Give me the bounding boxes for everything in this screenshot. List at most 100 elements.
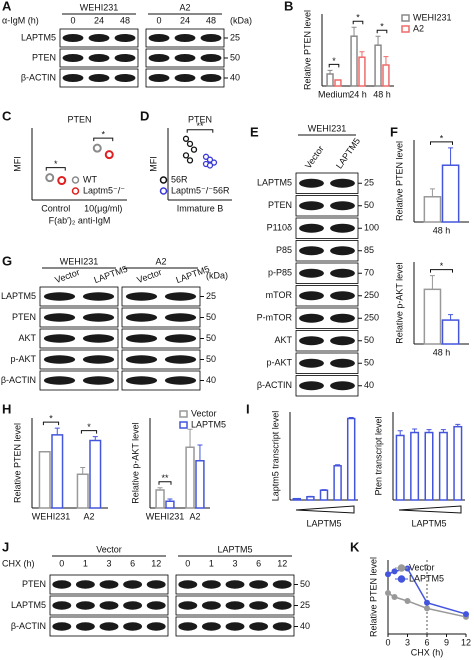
bar (382, 64, 390, 87)
band (43, 376, 76, 385)
panel-letter: H (2, 401, 11, 416)
band (225, 622, 245, 631)
bar (51, 434, 64, 509)
point (206, 162, 214, 169)
band (82, 355, 115, 364)
dose-wedge (398, 505, 462, 514)
lane-label: 0 (59, 558, 64, 568)
band (164, 313, 197, 322)
significance-bracket (158, 481, 172, 485)
protein-label: P85 (276, 245, 292, 255)
band (164, 355, 197, 364)
band (125, 313, 158, 322)
significance-label: * (440, 261, 444, 271)
error-bar (80, 467, 86, 475)
band (114, 54, 136, 62)
lane-label: 1 (209, 558, 214, 568)
lane-label: 1 (83, 558, 88, 568)
significance-bracket (328, 63, 340, 68)
error-bar (455, 423, 461, 427)
kda-label: 40 (364, 380, 374, 390)
band (201, 622, 221, 631)
x-axis-label: F(ab′)₂ anti-IgM (49, 215, 111, 225)
band (123, 622, 143, 631)
protein-label: PTEN (32, 52, 56, 62)
band (148, 54, 170, 62)
band (249, 622, 269, 631)
error-bar (375, 35, 381, 46)
band (174, 34, 196, 42)
bar (76, 473, 89, 509)
bar (319, 489, 329, 501)
x-tick-label: 12 (461, 637, 471, 647)
bar (334, 79, 342, 87)
legend-swatch (159, 187, 168, 195)
point (202, 153, 210, 160)
lane-label: 3 (106, 558, 111, 568)
band (299, 268, 324, 278)
protein-label: β-ACTIN (1, 375, 36, 385)
band (330, 336, 355, 346)
panel-letter: A (2, 0, 12, 13)
blot-frame (39, 307, 119, 328)
bar (374, 44, 382, 87)
error-bar (167, 498, 173, 502)
x-tick-label: Control (41, 203, 70, 213)
bar (195, 460, 205, 509)
significance-label: ** (161, 473, 169, 483)
significance-label: * (380, 22, 384, 32)
point (404, 565, 411, 572)
point (424, 605, 430, 612)
band (330, 178, 355, 188)
y-axis-label: Relative p-AKT level (130, 422, 140, 503)
error-bar (412, 428, 418, 433)
x-tick-label: 10(μg/ml) (84, 203, 122, 213)
x-tick-label: 6 (424, 637, 429, 647)
bar (410, 431, 420, 501)
group-label: LAPTM5 (217, 544, 252, 554)
band (330, 381, 355, 391)
kda-label: 25 (300, 600, 310, 610)
significance-label: * (440, 133, 444, 143)
band (123, 601, 143, 610)
bar (350, 35, 358, 87)
error-bar (157, 487, 163, 490)
blot-frame (39, 286, 119, 307)
band (225, 580, 245, 589)
kda-label: 85 (364, 245, 374, 255)
error-bar (429, 275, 435, 290)
band (178, 601, 198, 610)
bar (441, 164, 460, 223)
legend-label: LAPTM5 (191, 419, 226, 429)
group-label: Vector (96, 544, 122, 554)
bar (358, 56, 366, 87)
error-bar (359, 51, 365, 58)
error-bar (327, 69, 333, 74)
lane-label: Vector (303, 144, 326, 171)
kda-label: 50 (230, 52, 240, 62)
error-bar (448, 147, 454, 166)
band (43, 292, 76, 301)
point (463, 611, 469, 618)
legend-swatch (179, 410, 188, 418)
kda-label: 50 (206, 354, 216, 364)
y-axis-label: MFI (148, 156, 158, 172)
lane-label: 12 (151, 558, 161, 568)
kda-label: 50 (206, 333, 216, 343)
protein-label: P-mTOR (257, 313, 293, 323)
bar (185, 446, 195, 509)
bar (165, 500, 175, 509)
dot (45, 173, 55, 183)
error-bar (383, 56, 389, 65)
bar (438, 431, 448, 501)
legend-label: WEHI231 (413, 12, 452, 22)
bar (333, 465, 342, 501)
x-tick-label: 3 (405, 637, 410, 647)
legend-label: Laptm5⁻/⁻56R (171, 185, 230, 195)
protein-label: PTEN (12, 312, 36, 322)
lane-label: 6 (130, 558, 135, 568)
band (43, 334, 76, 343)
lane-label: 0 (70, 15, 75, 25)
error-bar (448, 314, 454, 321)
